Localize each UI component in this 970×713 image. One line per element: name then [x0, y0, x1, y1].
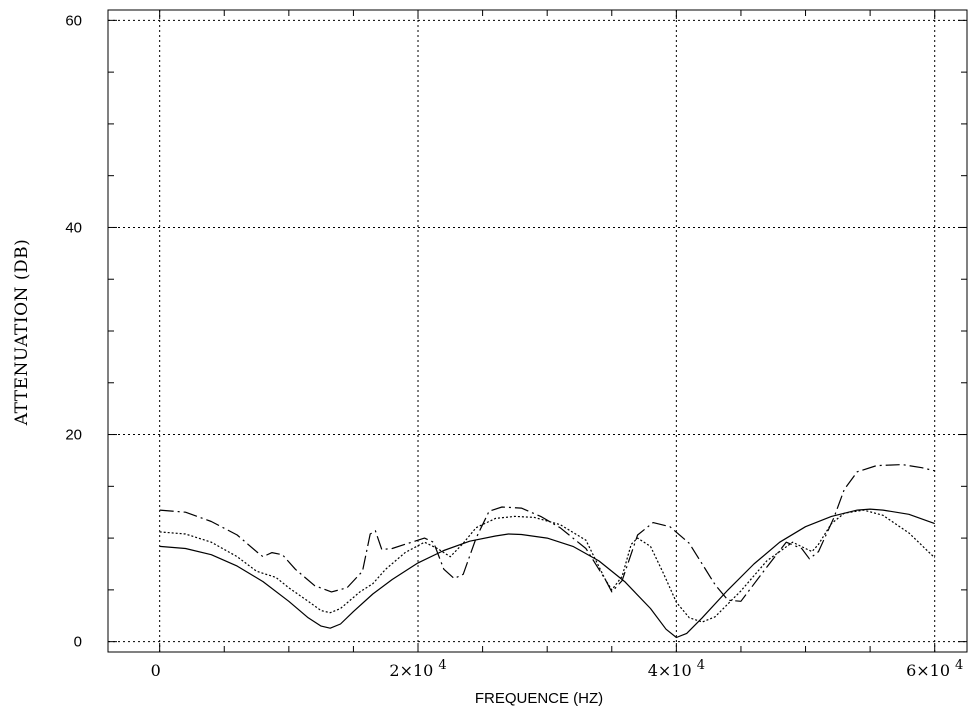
y-tick-label: 20: [65, 427, 82, 444]
y-tick-label: 40: [65, 219, 82, 236]
x-tick-exponent: 4: [697, 658, 705, 673]
y-axis-label: ATTENUATION (DB): [12, 239, 32, 426]
x-tick-labels: 0 2×10 4 4×10 4 6×10 4: [151, 658, 964, 680]
x-tick-mantissa: 2×10: [389, 661, 433, 680]
plot-frame: [107, 9, 968, 653]
grid-lines: [108, 10, 967, 652]
x-tick-exponent: 4: [438, 658, 446, 673]
x-tick-mantissa: 6×10: [906, 661, 950, 680]
minor-ticks: [108, 10, 967, 652]
series-line-solid: [159, 508, 935, 639]
x-axis-label: FREQUENCE (HZ): [475, 690, 603, 707]
series-line-dotted: [159, 509, 936, 623]
x-tick-label: 6×10 4: [906, 658, 963, 680]
y-tick-labels: 0 20 40 60: [65, 12, 82, 650]
x-tick-label: 2×10 4: [389, 658, 446, 680]
y-tick-label: 60: [65, 12, 82, 29]
x-tick-label: 0: [151, 661, 161, 680]
x-tick-mantissa: 4×10: [648, 661, 692, 680]
y-tick-label: 0: [74, 634, 82, 651]
series-line-dash-dot: [159, 464, 935, 602]
x-tick-label: 4×10 4: [648, 658, 705, 680]
series-layer: [159, 464, 936, 639]
x-tick-exponent: 4: [955, 658, 963, 673]
